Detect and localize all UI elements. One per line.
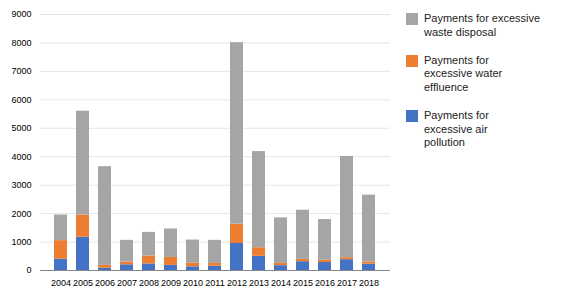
svg-text:3000: 3000 [11, 180, 31, 190]
svg-text:2012: 2012 [227, 278, 247, 288]
svg-text:2013: 2013 [249, 278, 269, 288]
svg-text:2005: 2005 [73, 278, 93, 288]
svg-text:2007: 2007 [117, 278, 137, 288]
svg-text:2017: 2017 [337, 278, 357, 288]
svg-text:4000: 4000 [11, 152, 31, 162]
svg-text:2009: 2009 [161, 278, 181, 288]
svg-text:2000: 2000 [11, 208, 31, 218]
svg-text:2010: 2010 [183, 278, 203, 288]
svg-text:2004: 2004 [51, 278, 71, 288]
svg-text:2018: 2018 [359, 278, 379, 288]
svg-text:2014: 2014 [271, 278, 291, 288]
svg-text:8000: 8000 [11, 38, 31, 48]
html-text:Payments for excessive waste d: Payments for excessive waste disposal [424, 12, 541, 38]
svg-text:2015: 2015 [293, 278, 313, 288]
svg-text:1000: 1000 [11, 237, 31, 247]
svg-text:2006: 2006 [95, 278, 115, 288]
svg-text:7000: 7000 [11, 66, 31, 76]
html-text:Payments for excessive air pol: Payments for excessive air pollution [424, 108, 489, 149]
svg-text:2008: 2008 [139, 278, 159, 288]
svg-text:0: 0 [26, 265, 31, 275]
svg-text:2011: 2011 [205, 278, 224, 288]
svg-text:5000: 5000 [11, 123, 31, 133]
html-text:Payments for excessive water e: Payments for excessive water effluence [424, 53, 503, 93]
svg-text:6000: 6000 [11, 95, 31, 105]
svg-text:9000: 9000 [11, 9, 31, 19]
svg-text:2016: 2016 [315, 278, 335, 288]
